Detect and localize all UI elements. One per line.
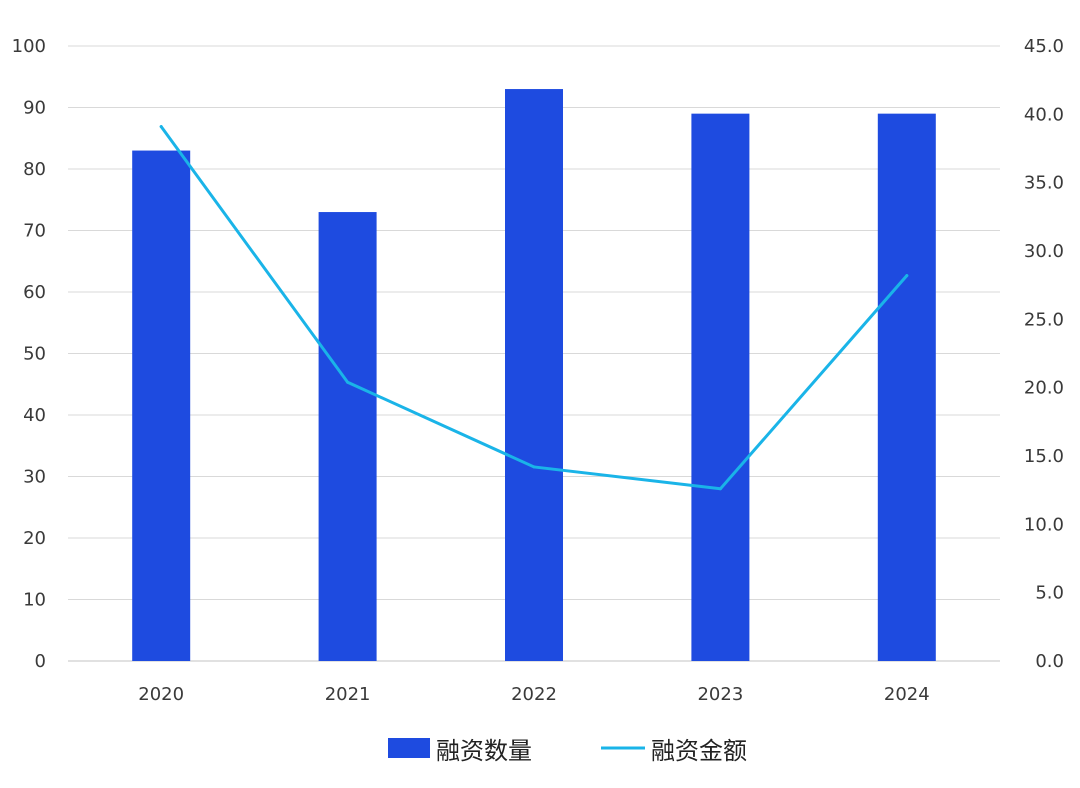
y-right-tick-label: 30.0 xyxy=(1024,241,1064,262)
bar-series xyxy=(132,89,936,662)
y-right-tick-label: 45.0 xyxy=(1024,36,1064,57)
legend-label-bar: 融资数量 xyxy=(436,737,532,765)
bar xyxy=(318,212,377,662)
left-y-axis: 0 10 20 30 40 50 60 70 80 90 100 xyxy=(12,36,46,672)
y-right-tick-label: 20.0 xyxy=(1024,378,1064,399)
legend-label-line: 融资金额 xyxy=(651,737,747,765)
y-left-tick-label: 0 xyxy=(35,651,46,672)
y-left-tick-label: 10 xyxy=(23,590,46,611)
x-tick-label: 2024 xyxy=(884,684,930,705)
y-left-tick-label: 90 xyxy=(23,98,46,119)
bar xyxy=(505,89,563,662)
line-point xyxy=(905,274,909,278)
y-left-tick-label: 80 xyxy=(23,159,46,180)
legend-swatch-bar xyxy=(388,738,430,758)
x-axis: 2020 2021 2022 2023 2024 xyxy=(138,684,929,705)
y-left-tick-label: 70 xyxy=(23,221,46,242)
line-point xyxy=(718,487,722,491)
line-series xyxy=(159,125,909,491)
y-left-tick-label: 50 xyxy=(23,344,46,365)
x-tick-label: 2021 xyxy=(325,684,371,705)
y-left-tick-label: 20 xyxy=(23,528,46,549)
y-right-tick-label: 40.0 xyxy=(1024,104,1064,125)
y-right-tick-label: 0.0 xyxy=(1035,651,1064,672)
y-right-tick-label: 25.0 xyxy=(1024,309,1064,330)
y-right-tick-label: 5.0 xyxy=(1035,583,1064,604)
y-right-tick-label: 15.0 xyxy=(1024,446,1064,467)
x-tick-label: 2020 xyxy=(138,684,184,705)
y-left-tick-label: 100 xyxy=(12,36,46,57)
bar xyxy=(877,113,936,661)
y-left-tick-label: 40 xyxy=(23,405,46,426)
y-right-tick-label: 35.0 xyxy=(1024,173,1064,194)
right-y-axis: 0.0 5.0 10.0 15.0 20.0 25.0 30.0 35.0 40.0 45.0 xyxy=(1024,36,1064,672)
line-point xyxy=(159,125,163,129)
x-tick-label: 2022 xyxy=(511,684,557,705)
bar xyxy=(132,150,191,662)
legend: 融资数量 融资金额 xyxy=(388,737,747,765)
y-right-tick-label: 10.0 xyxy=(1024,514,1064,535)
line-point xyxy=(532,465,536,469)
y-left-tick-label: 30 xyxy=(23,467,46,488)
bar xyxy=(691,113,750,661)
line-point xyxy=(346,380,350,384)
x-tick-label: 2023 xyxy=(697,684,743,705)
y-left-tick-label: 60 xyxy=(23,282,46,303)
